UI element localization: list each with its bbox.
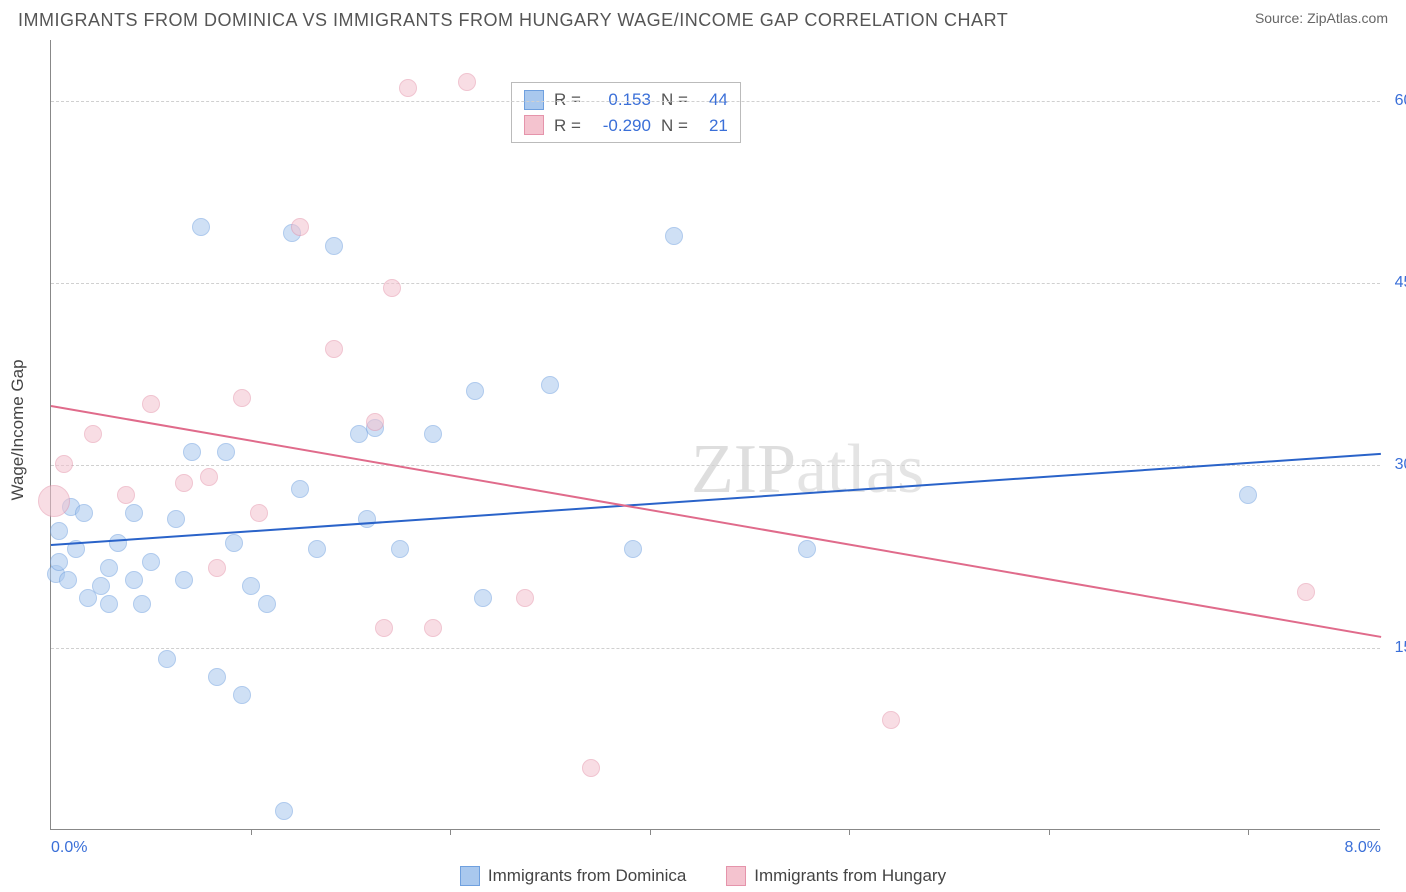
data-point bbox=[84, 425, 102, 443]
data-point bbox=[250, 504, 268, 522]
data-point bbox=[582, 759, 600, 777]
r-label: R = bbox=[554, 87, 581, 113]
n-value-dominica: 44 bbox=[698, 87, 728, 113]
legend-label-dominica: Immigrants from Dominica bbox=[488, 866, 686, 886]
data-point bbox=[100, 595, 118, 613]
data-point bbox=[424, 619, 442, 637]
stats-row-dominica: R = 0.153 N = 44 bbox=[524, 87, 728, 113]
data-point bbox=[59, 571, 77, 589]
legend-label-hungary: Immigrants from Hungary bbox=[754, 866, 946, 886]
swatch-dominica bbox=[524, 90, 544, 110]
r-label: R = bbox=[554, 113, 581, 139]
data-point bbox=[291, 480, 309, 498]
data-point bbox=[424, 425, 442, 443]
data-point bbox=[225, 534, 243, 552]
y-tick-label: 30.0% bbox=[1385, 456, 1406, 474]
data-point bbox=[325, 340, 343, 358]
data-point bbox=[258, 595, 276, 613]
data-point bbox=[325, 237, 343, 255]
data-point bbox=[208, 668, 226, 686]
data-point bbox=[474, 589, 492, 607]
x-tick-mark bbox=[450, 829, 451, 835]
swatch-dominica-icon bbox=[460, 866, 480, 886]
data-point bbox=[125, 504, 143, 522]
data-point bbox=[466, 382, 484, 400]
stats-row-hungary: R = -0.290 N = 21 bbox=[524, 113, 728, 139]
data-point bbox=[125, 571, 143, 589]
r-value-hungary: -0.290 bbox=[591, 113, 651, 139]
data-point bbox=[665, 227, 683, 245]
data-point bbox=[208, 559, 226, 577]
data-point bbox=[391, 540, 409, 558]
data-point bbox=[167, 510, 185, 528]
data-point bbox=[350, 425, 368, 443]
data-point bbox=[175, 571, 193, 589]
data-point bbox=[117, 486, 135, 504]
data-point bbox=[133, 595, 151, 613]
data-point bbox=[75, 504, 93, 522]
data-point bbox=[882, 711, 900, 729]
x-tick-label: 0.0% bbox=[51, 839, 87, 857]
data-point bbox=[291, 218, 309, 236]
gridline bbox=[51, 283, 1380, 284]
data-point bbox=[175, 474, 193, 492]
data-point bbox=[458, 73, 476, 91]
data-point bbox=[200, 468, 218, 486]
data-point bbox=[38, 485, 70, 517]
y-axis-label: Wage/Income Gap bbox=[8, 359, 28, 500]
r-value-dominica: 0.153 bbox=[591, 87, 651, 113]
legend-item-hungary: Immigrants from Hungary bbox=[726, 866, 946, 886]
swatch-hungary-icon bbox=[726, 866, 746, 886]
data-point bbox=[375, 619, 393, 637]
data-point bbox=[383, 279, 401, 297]
data-point bbox=[541, 376, 559, 394]
n-label: N = bbox=[661, 113, 688, 139]
data-point bbox=[242, 577, 260, 595]
data-point bbox=[275, 802, 293, 820]
data-point bbox=[109, 534, 127, 552]
x-tick-mark bbox=[650, 829, 651, 835]
n-label: N = bbox=[661, 87, 688, 113]
stats-legend: R = 0.153 N = 44 R = -0.290 N = 21 bbox=[511, 82, 741, 143]
data-point bbox=[308, 540, 326, 558]
x-tick-mark bbox=[1248, 829, 1249, 835]
data-point bbox=[50, 522, 68, 540]
chart-plot-area: ZIPatlas R = 0.153 N = 44 R = -0.290 N =… bbox=[50, 40, 1380, 830]
source-label: Source: ZipAtlas.com bbox=[1255, 10, 1388, 26]
data-point bbox=[158, 650, 176, 668]
data-point bbox=[92, 577, 110, 595]
data-point bbox=[233, 389, 251, 407]
series-legend: Immigrants from Dominica Immigrants from… bbox=[0, 866, 1406, 886]
y-tick-label: 15.0% bbox=[1385, 639, 1406, 657]
data-point bbox=[183, 443, 201, 461]
y-tick-label: 60.0% bbox=[1385, 92, 1406, 110]
y-tick-label: 45.0% bbox=[1385, 274, 1406, 292]
data-point bbox=[142, 553, 160, 571]
data-point bbox=[1239, 486, 1257, 504]
data-point bbox=[1297, 583, 1315, 601]
data-point bbox=[366, 413, 384, 431]
data-point bbox=[798, 540, 816, 558]
x-tick-label: 8.0% bbox=[1345, 839, 1381, 857]
data-point bbox=[624, 540, 642, 558]
data-point bbox=[142, 395, 160, 413]
data-point bbox=[358, 510, 376, 528]
gridline bbox=[51, 648, 1380, 649]
data-point bbox=[50, 553, 68, 571]
x-tick-mark bbox=[1049, 829, 1050, 835]
legend-item-dominica: Immigrants from Dominica bbox=[460, 866, 686, 886]
x-tick-mark bbox=[251, 829, 252, 835]
swatch-hungary bbox=[524, 115, 544, 135]
data-point bbox=[192, 218, 210, 236]
data-point bbox=[217, 443, 235, 461]
gridline bbox=[51, 101, 1380, 102]
data-point bbox=[55, 455, 73, 473]
data-point bbox=[399, 79, 417, 97]
n-value-hungary: 21 bbox=[698, 113, 728, 139]
x-tick-mark bbox=[849, 829, 850, 835]
data-point bbox=[516, 589, 534, 607]
data-point bbox=[100, 559, 118, 577]
chart-title: IMMIGRANTS FROM DOMINICA VS IMMIGRANTS F… bbox=[18, 10, 1008, 31]
data-point bbox=[233, 686, 251, 704]
